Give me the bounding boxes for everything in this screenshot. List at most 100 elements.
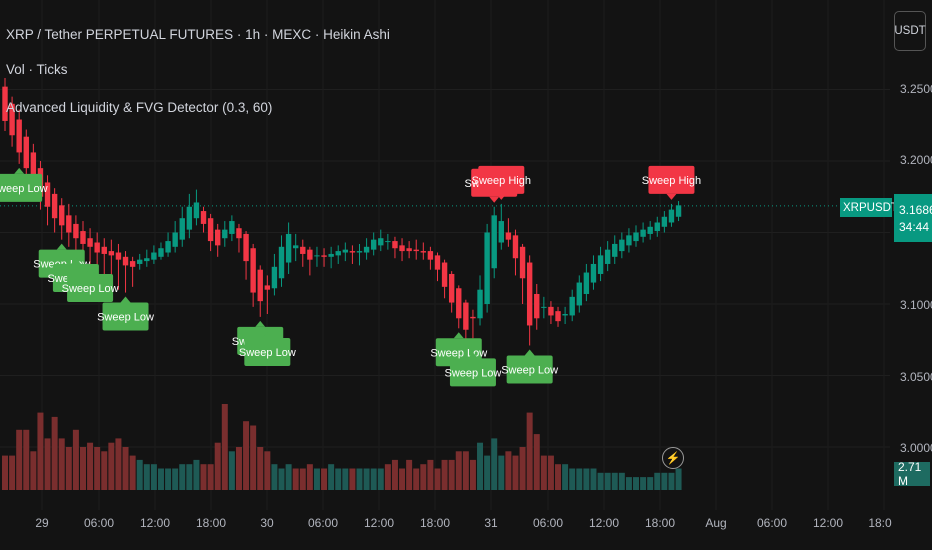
candle <box>342 249 349 253</box>
volume-bar <box>122 447 129 490</box>
volume-bar <box>342 468 349 490</box>
volume-bar <box>370 468 377 490</box>
volume-bar <box>9 455 16 490</box>
candle <box>555 311 561 322</box>
volume-bar <box>547 455 554 490</box>
time-label: 31 <box>484 516 498 530</box>
volume-bar <box>434 468 441 490</box>
sweep-low-text: Sweep Low <box>0 183 48 195</box>
volume-bar <box>647 477 654 490</box>
candle <box>441 262 448 287</box>
price-label: 3.0500 <box>900 370 932 384</box>
time-label: 12:00 <box>812 516 844 530</box>
sweep-label-arrow <box>524 349 535 356</box>
volume-bar <box>498 455 505 490</box>
candle <box>498 221 504 243</box>
volume-bar <box>278 468 285 490</box>
sweep-label-arrow <box>85 267 96 274</box>
candle <box>129 261 136 267</box>
candle <box>66 215 72 233</box>
candle <box>675 205 682 217</box>
volume-bar <box>427 459 434 490</box>
candle <box>590 263 597 283</box>
volume-bar <box>384 464 391 490</box>
symbol-title[interactable]: XRP / Tether PERPETUAL FUTURES · 1h · ME… <box>6 27 390 42</box>
sweep-label-arrow <box>666 193 677 200</box>
sweep-low-text: Sweep Low <box>62 283 119 295</box>
volume-bar <box>441 459 448 490</box>
symbol-tag: XRPUSDT.P <box>840 198 908 217</box>
volume-bar <box>313 468 320 490</box>
volume-bar <box>640 477 647 490</box>
volume-bar <box>526 412 533 490</box>
candle <box>307 249 313 260</box>
volume-bar <box>150 464 157 490</box>
volume-bar <box>335 468 342 490</box>
volume-bar <box>23 429 30 490</box>
candle <box>604 249 611 264</box>
volume-bar <box>243 421 250 490</box>
candle <box>94 242 100 253</box>
volume-bar <box>533 434 540 490</box>
sweep-label-arrow <box>120 296 131 303</box>
volume-bar <box>406 459 413 490</box>
candle <box>385 241 391 243</box>
candle <box>243 233 249 262</box>
sweep-low-label <box>0 173 43 202</box>
candle <box>179 218 185 240</box>
candle <box>378 238 384 246</box>
candle <box>626 235 632 246</box>
candle <box>526 262 533 326</box>
volume-bar <box>625 477 632 490</box>
volume-bar <box>87 442 94 490</box>
candle <box>505 232 512 240</box>
candle <box>44 182 51 207</box>
volume-bar <box>462 451 469 490</box>
candle <box>80 231 86 244</box>
volume-bar <box>611 472 618 490</box>
sweep-low-label <box>102 302 149 331</box>
candle <box>328 253 334 257</box>
price-label: 3.2000 <box>900 153 932 167</box>
lightning-icon[interactable]: ⚡ <box>662 447 684 469</box>
candle <box>576 282 582 306</box>
candle <box>583 272 590 294</box>
candle <box>349 251 356 253</box>
sweep-low-text: Sweep Low <box>501 364 558 376</box>
time-label: 30 <box>260 516 274 530</box>
volume-bar <box>668 472 675 490</box>
candle <box>548 306 554 316</box>
currency-button[interactable]: USDT <box>894 11 926 51</box>
volume-bar <box>285 464 292 490</box>
volume-bar <box>299 468 306 490</box>
candle <box>165 241 171 253</box>
candle <box>285 233 292 263</box>
volume-indicator-title[interactable]: Vol · Ticks <box>6 62 68 77</box>
candle <box>456 288 462 319</box>
volume-bar <box>413 468 420 490</box>
volume-bar <box>2 455 8 490</box>
volume-bar <box>654 472 661 490</box>
time-label: 18:00 <box>195 516 227 530</box>
volume-bar <box>321 468 328 490</box>
volume-bar <box>129 455 136 490</box>
volume-bar <box>562 464 569 490</box>
candle <box>612 243 618 257</box>
volume-bar <box>519 447 526 490</box>
sweep-label-arrow <box>14 167 25 174</box>
sweep-label-arrow <box>262 332 273 339</box>
liquidity-indicator-title[interactable]: Advanced Liquidity & FVG Detector (0.3, … <box>6 100 273 115</box>
candle <box>87 238 93 247</box>
volume-bar <box>675 468 682 490</box>
volume-bar <box>455 451 462 490</box>
price-axis[interactable] <box>890 0 932 510</box>
candle <box>108 251 115 256</box>
volume-bar <box>583 468 590 490</box>
volume-bar <box>306 464 313 490</box>
sweep-low-label <box>506 355 553 384</box>
volume-bar <box>228 451 235 490</box>
sweep-label-arrow <box>467 352 478 359</box>
candle <box>406 248 412 252</box>
